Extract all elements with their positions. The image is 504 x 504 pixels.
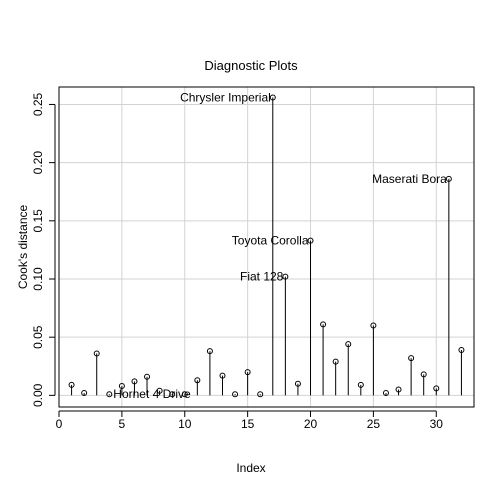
data-point [269, 94, 276, 101]
x-tick-label: 0 [56, 417, 63, 431]
point-label: Chrysler Imperial [180, 90, 271, 104]
data-point [345, 341, 352, 348]
data-point [206, 348, 213, 355]
point-label: Maserati Bora [372, 172, 447, 186]
y-tick-label: 0.20 [31, 151, 45, 175]
data-point [194, 377, 201, 384]
y-tick-label: 0.00 [31, 383, 45, 407]
point-label: Hornet 4 Drive [113, 387, 191, 401]
point-label: Fiat 128 [240, 270, 284, 284]
data-point [420, 371, 427, 378]
y-tick-label: 0.15 [31, 209, 45, 233]
x-tick-label: 5 [119, 417, 126, 431]
data-point [294, 380, 301, 387]
data-point [144, 373, 151, 380]
data-point [106, 391, 113, 398]
data-point [320, 321, 327, 328]
point-label: Toyota Corolla [232, 234, 309, 248]
data-point [408, 355, 415, 362]
data-points [68, 94, 465, 398]
data-point [307, 237, 314, 244]
x-axis-label: Index [236, 461, 265, 475]
y-axis: 0.00 0.05 0.10 0.15 0.20 0.25 [31, 92, 56, 407]
x-tick-label: 20 [304, 417, 318, 431]
data-point [232, 391, 239, 398]
y-tick-label: 0.10 [31, 267, 45, 291]
y-tick-label: 0.25 [31, 92, 45, 116]
y-axis-label: Cook's distance [16, 205, 30, 290]
data-point [282, 273, 289, 280]
x-axis: 0 5 10 15 20 25 30 [56, 410, 444, 431]
data-point [370, 322, 377, 329]
data-point [382, 390, 389, 397]
data-point [93, 350, 100, 357]
y-tick-label: 0.05 [31, 325, 45, 349]
data-point [118, 383, 125, 390]
x-tick-label: 30 [430, 417, 444, 431]
data-point [244, 369, 251, 376]
data-point [169, 391, 176, 398]
data-point [357, 381, 364, 388]
data-point [81, 390, 88, 397]
data-point [445, 175, 452, 182]
x-tick-label: 15 [241, 417, 255, 431]
data-point [257, 391, 264, 398]
data-spikes [71, 97, 462, 396]
data-point [458, 346, 465, 353]
data-point [433, 385, 440, 392]
data-point [332, 358, 339, 365]
plot-frame [58, 86, 475, 408]
x-tick-label: 25 [367, 417, 381, 431]
data-point [181, 391, 188, 398]
data-point [156, 387, 163, 394]
chart-title: Diagnostic Plots [204, 58, 298, 73]
data-point [219, 372, 226, 379]
x-tick-label: 10 [178, 417, 192, 431]
data-point [68, 381, 75, 388]
data-point [395, 386, 402, 393]
point-labels: Hornet 4 Drive Chrysler Imperial Fiat 128 T… [113, 90, 447, 401]
data-point [131, 378, 138, 385]
